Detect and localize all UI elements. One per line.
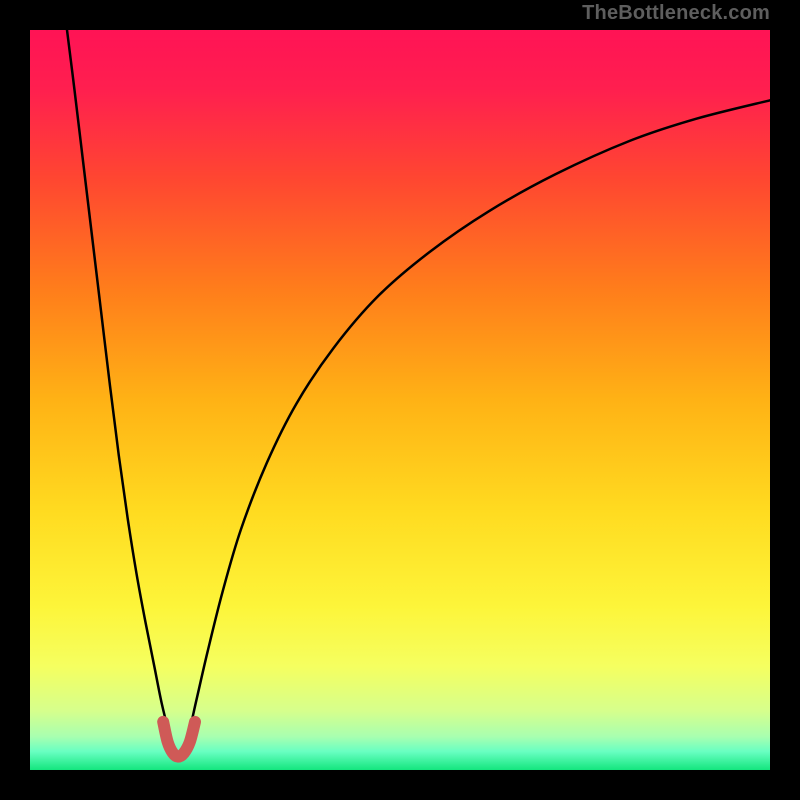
frame-border-bottom	[0, 770, 800, 800]
plot-area	[30, 30, 770, 770]
trough-marker	[163, 722, 195, 757]
frame-border-right	[770, 0, 800, 800]
watermark-text: TheBottleneck.com	[582, 2, 770, 25]
chart-stage: TheBottleneck.com	[0, 0, 800, 800]
frame-border-left	[0, 0, 30, 800]
curve-layer	[30, 30, 770, 770]
bottleneck-curve	[67, 30, 770, 755]
